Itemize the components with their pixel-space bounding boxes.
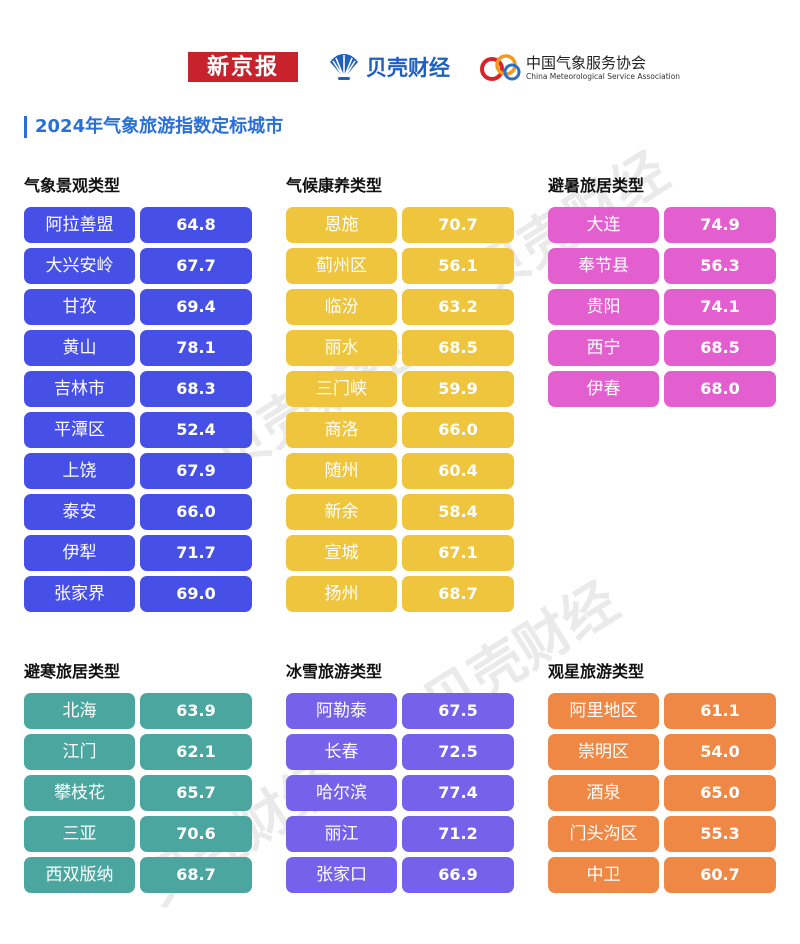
cma-emblem-icon bbox=[480, 54, 521, 81]
index-value: 65.0 bbox=[664, 775, 776, 811]
city-cell: 泰安 bbox=[24, 494, 135, 530]
index-value: 64.8 bbox=[140, 207, 252, 243]
city-cell: 阿里地区 bbox=[548, 693, 659, 729]
city-cell: 丽江 bbox=[286, 816, 397, 852]
index-value: 69.0 bbox=[140, 576, 252, 612]
index-value: 68.0 bbox=[664, 371, 776, 407]
city-cell: 蓟州区 bbox=[286, 248, 397, 284]
index-value: 66.0 bbox=[402, 412, 514, 448]
city-cell: 黄山 bbox=[24, 330, 135, 366]
beike-logo-text: 贝壳财经 bbox=[366, 56, 450, 80]
city-cell: 随州 bbox=[286, 453, 397, 489]
beike-logo: 贝壳财经 bbox=[326, 50, 450, 84]
index-value: 55.3 bbox=[664, 816, 776, 852]
index-value: 71.7 bbox=[140, 535, 252, 571]
index-value: 74.1 bbox=[664, 289, 776, 325]
city-cell: 江门 bbox=[24, 734, 135, 770]
index-value: 72.5 bbox=[402, 734, 514, 770]
city-cell: 门头沟区 bbox=[548, 816, 659, 852]
city-cell: 甘孜 bbox=[24, 289, 135, 325]
index-value: 62.1 bbox=[140, 734, 252, 770]
city-cell: 新余 bbox=[286, 494, 397, 530]
city-cell: 中卫 bbox=[548, 857, 659, 893]
index-value: 69.4 bbox=[140, 289, 252, 325]
category-title: 避寒旅居类型 bbox=[24, 662, 121, 681]
index-value: 60.7 bbox=[664, 857, 776, 893]
city-cell: 阿勒泰 bbox=[286, 693, 397, 729]
city-cell: 丽水 bbox=[286, 330, 397, 366]
index-value: 56.1 bbox=[402, 248, 514, 284]
city-cell: 恩施 bbox=[286, 207, 397, 243]
city-cell: 崇明区 bbox=[548, 734, 659, 770]
category-title: 观星旅游类型 bbox=[548, 662, 645, 681]
city-cell: 大兴安岭 bbox=[24, 248, 135, 284]
category-title: 气象景观类型 bbox=[24, 176, 121, 195]
city-cell: 三亚 bbox=[24, 816, 135, 852]
index-value: 66.9 bbox=[402, 857, 514, 893]
xinjingbao-logo: 新京报 bbox=[188, 52, 298, 82]
city-cell: 上饶 bbox=[24, 453, 135, 489]
index-value: 74.9 bbox=[664, 207, 776, 243]
index-value: 70.7 bbox=[402, 207, 514, 243]
city-cell: 西双版纳 bbox=[24, 857, 135, 893]
index-value: 71.2 bbox=[402, 816, 514, 852]
shell-icon bbox=[330, 54, 358, 80]
index-value: 78.1 bbox=[140, 330, 252, 366]
index-value: 63.9 bbox=[140, 693, 252, 729]
cma-name-en: China Meteorological Service Association bbox=[526, 72, 681, 81]
index-value: 59.9 bbox=[402, 371, 514, 407]
index-value: 68.5 bbox=[664, 330, 776, 366]
index-value: 67.7 bbox=[140, 248, 252, 284]
city-cell: 伊犁 bbox=[24, 535, 135, 571]
category-title: 避暑旅居类型 bbox=[548, 176, 645, 195]
city-cell: 阿拉善盟 bbox=[24, 207, 135, 243]
city-cell: 张家口 bbox=[286, 857, 397, 893]
city-cell: 商洛 bbox=[286, 412, 397, 448]
city-cell: 酒泉 bbox=[548, 775, 659, 811]
index-value: 77.4 bbox=[402, 775, 514, 811]
city-cell: 张家界 bbox=[24, 576, 135, 612]
city-cell: 大连 bbox=[548, 207, 659, 243]
index-value: 68.7 bbox=[402, 576, 514, 612]
index-value: 52.4 bbox=[140, 412, 252, 448]
city-cell: 临汾 bbox=[286, 289, 397, 325]
city-cell: 奉节县 bbox=[548, 248, 659, 284]
page-title: 2024年气象旅游指数定标城市 bbox=[24, 116, 283, 138]
index-value: 54.0 bbox=[664, 734, 776, 770]
index-value: 58.4 bbox=[402, 494, 514, 530]
city-cell: 伊春 bbox=[548, 371, 659, 407]
city-cell: 贵阳 bbox=[548, 289, 659, 325]
index-value: 67.1 bbox=[402, 535, 514, 571]
index-value: 66.0 bbox=[140, 494, 252, 530]
index-value: 68.5 bbox=[402, 330, 514, 366]
index-value: 70.6 bbox=[140, 816, 252, 852]
city-cell: 三门峡 bbox=[286, 371, 397, 407]
city-cell: 攀枝花 bbox=[24, 775, 135, 811]
city-cell: 扬州 bbox=[286, 576, 397, 612]
city-cell: 哈尔滨 bbox=[286, 775, 397, 811]
category-title: 气候康养类型 bbox=[286, 176, 383, 195]
index-value: 65.7 bbox=[140, 775, 252, 811]
index-value: 67.5 bbox=[402, 693, 514, 729]
header: 新京报 贝壳财经 中国气象服务协会 China Meteorological S… bbox=[0, 48, 800, 88]
city-cell: 西宁 bbox=[548, 330, 659, 366]
city-cell: 长春 bbox=[286, 734, 397, 770]
index-value: 63.2 bbox=[402, 289, 514, 325]
city-cell: 宣城 bbox=[286, 535, 397, 571]
cma-name-cn: 中国气象服务协会 bbox=[526, 54, 647, 72]
city-cell: 北海 bbox=[24, 693, 135, 729]
index-value: 56.3 bbox=[664, 248, 776, 284]
index-value: 60.4 bbox=[402, 453, 514, 489]
index-value: 67.9 bbox=[140, 453, 252, 489]
city-cell: 平潭区 bbox=[24, 412, 135, 448]
category-title: 冰雪旅游类型 bbox=[286, 662, 383, 681]
city-cell: 吉林市 bbox=[24, 371, 135, 407]
index-value: 61.1 bbox=[664, 693, 776, 729]
cma-logo: 中国气象服务协会 China Meteorological Service As… bbox=[478, 50, 680, 86]
index-value: 68.7 bbox=[140, 857, 252, 893]
index-value: 68.3 bbox=[140, 371, 252, 407]
